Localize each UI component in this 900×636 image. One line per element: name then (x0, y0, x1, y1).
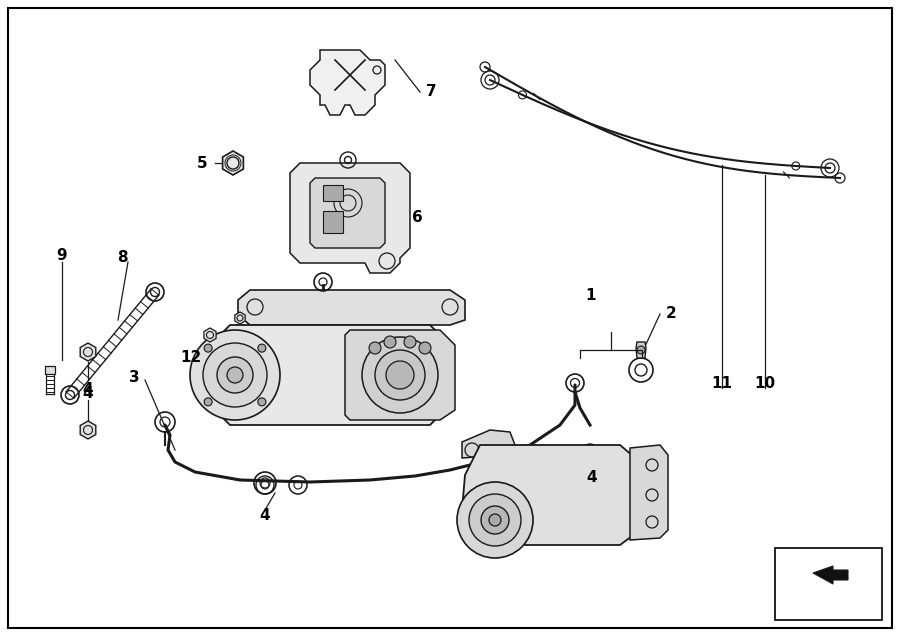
Polygon shape (80, 343, 95, 361)
Polygon shape (238, 290, 465, 325)
Circle shape (204, 398, 212, 406)
Circle shape (369, 342, 381, 354)
Polygon shape (290, 163, 410, 273)
Text: 10: 10 (754, 375, 776, 391)
Circle shape (384, 336, 396, 348)
Circle shape (375, 350, 425, 400)
Text: 9: 9 (57, 249, 68, 263)
Circle shape (190, 330, 280, 420)
Polygon shape (636, 342, 646, 358)
Text: 11: 11 (712, 375, 733, 391)
Polygon shape (235, 312, 245, 324)
Polygon shape (310, 50, 385, 115)
Circle shape (469, 494, 521, 546)
Circle shape (489, 514, 501, 526)
Circle shape (637, 346, 645, 354)
Polygon shape (785, 556, 826, 600)
Circle shape (204, 344, 212, 352)
Circle shape (203, 343, 267, 407)
Circle shape (258, 344, 265, 352)
Polygon shape (345, 330, 455, 420)
Polygon shape (45, 366, 55, 374)
Circle shape (362, 337, 438, 413)
Polygon shape (220, 325, 440, 425)
Polygon shape (830, 556, 872, 600)
Circle shape (481, 506, 509, 534)
Text: 2: 2 (666, 305, 677, 321)
Polygon shape (222, 151, 243, 175)
Polygon shape (80, 421, 95, 439)
Text: 7: 7 (426, 85, 436, 99)
Text: 8: 8 (117, 251, 127, 265)
Circle shape (258, 398, 265, 406)
Polygon shape (462, 430, 515, 458)
Text: 5: 5 (196, 155, 207, 170)
Circle shape (419, 342, 431, 354)
Text: 4: 4 (260, 509, 270, 523)
Text: 3: 3 (130, 371, 140, 385)
Text: 4: 4 (83, 387, 94, 401)
Text: 4: 4 (83, 382, 94, 398)
Bar (775, 548, 882, 620)
Circle shape (217, 357, 253, 393)
Circle shape (386, 361, 414, 389)
Circle shape (457, 482, 533, 558)
Polygon shape (204, 328, 216, 342)
Polygon shape (813, 566, 848, 584)
Text: 4: 4 (587, 471, 598, 485)
Polygon shape (630, 445, 668, 540)
Polygon shape (323, 185, 343, 201)
Polygon shape (462, 445, 645, 545)
Text: 6: 6 (412, 211, 423, 226)
Polygon shape (310, 178, 385, 248)
Text: 12: 12 (181, 350, 202, 364)
Text: 00126086: 00126086 (796, 604, 860, 618)
Text: 1: 1 (586, 287, 596, 303)
Circle shape (404, 336, 416, 348)
Circle shape (227, 367, 243, 383)
Polygon shape (323, 211, 343, 233)
